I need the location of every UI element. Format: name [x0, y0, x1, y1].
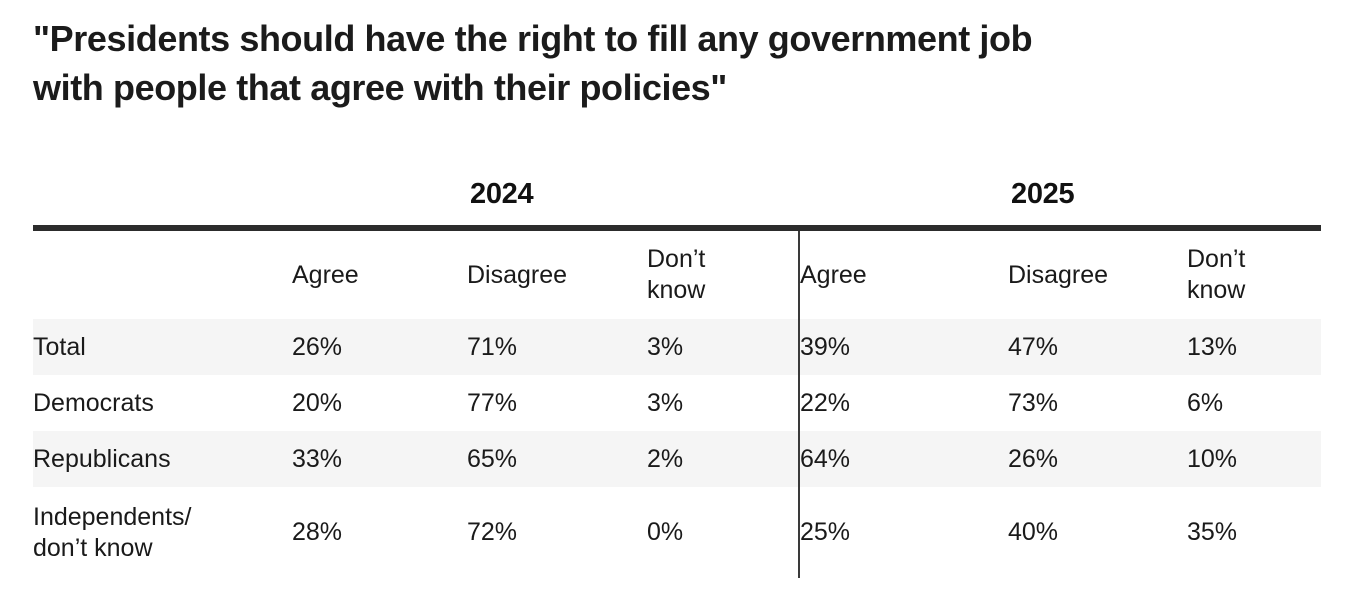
cell-democrats-2025-agree: 22% — [798, 375, 1008, 431]
title-line-2: with people that agree with their polici… — [33, 67, 727, 108]
row-label-democrats: Democrats — [33, 388, 154, 417]
cell-total-2025-disagree: 47% — [1008, 332, 1059, 361]
table-row-republicans: Republicans 33% 65% 2% 64% 26% 10% — [33, 431, 1321, 487]
cell-total-2025-agree: 39% — [798, 319, 1008, 375]
header-2024-disagree: Disagree — [467, 260, 568, 289]
cell-independents-2025-dont-know: 35% — [1187, 518, 1238, 546]
survey-table: Agree Disagree Don’t know Agree Disagree… — [33, 231, 1321, 578]
cell-independents-2024-disagree: 72% — [467, 518, 518, 546]
table-row-democrats: Democrats 20% 77% 3% 22% 73% 6% — [33, 375, 1321, 431]
header-2025-disagree: Disagree — [1008, 260, 1109, 289]
cell-total-2024-disagree: 71% — [467, 332, 518, 361]
cell-democrats-2025-dont-know: 6% — [1187, 388, 1224, 417]
cell-democrats-2024-disagree: 77% — [467, 388, 518, 417]
header-2025-dont-know: Don’t know — [1187, 245, 1246, 304]
title-line-1: "Presidents should have the right to fil… — [33, 18, 1033, 59]
cell-republicans-2025-agree: 64% — [798, 431, 1008, 487]
cell-independents-2025-agree: 25% — [798, 487, 1008, 578]
header-2024-agree: Agree — [292, 260, 359, 289]
cell-independents-2024-dont-know: 0% — [647, 518, 684, 546]
cell-republicans-2024-disagree: 65% — [467, 444, 518, 473]
cell-republicans-2025-dont-know: 10% — [1187, 444, 1238, 473]
cell-independents-2025-disagree: 40% — [1008, 518, 1059, 546]
row-label-independents: Independents/ don’t know — [33, 502, 192, 562]
cell-total-2024-agree: 26% — [292, 332, 343, 361]
page-title: "Presidents should have the right to fil… — [33, 14, 1033, 112]
column-header-row: Agree Disagree Don’t know Agree Disagree… — [33, 231, 1321, 319]
header-2025-agree: Agree — [798, 231, 1008, 319]
cell-republicans-2025-disagree: 26% — [1008, 444, 1059, 473]
cell-democrats-2024-dont-know: 3% — [647, 388, 684, 417]
header-2024-dont-know: Don’t know — [647, 245, 706, 304]
table-row-independents: Independents/ don’t know 28% 72% 0% 25% … — [33, 487, 1321, 578]
cell-republicans-2024-dont-know: 2% — [647, 444, 684, 473]
row-label-header-cell — [33, 231, 292, 319]
year-label-2024: 2024 — [470, 178, 534, 210]
row-label-republicans: Republicans — [33, 444, 171, 473]
cell-republicans-2024-agree: 33% — [292, 444, 343, 473]
year-label-2025: 2025 — [1011, 178, 1075, 210]
row-label-total: Total — [33, 332, 86, 361]
cell-total-2024-dont-know: 3% — [647, 332, 684, 361]
cell-total-2025-dont-know: 13% — [1187, 332, 1238, 361]
cell-democrats-2025-disagree: 73% — [1008, 388, 1059, 417]
table-row-total: Total 26% 71% 3% 39% 47% 13% — [33, 319, 1321, 375]
cell-democrats-2024-agree: 20% — [292, 388, 343, 417]
cell-independents-2024-agree: 28% — [292, 518, 343, 546]
header-rule — [33, 225, 1321, 231]
